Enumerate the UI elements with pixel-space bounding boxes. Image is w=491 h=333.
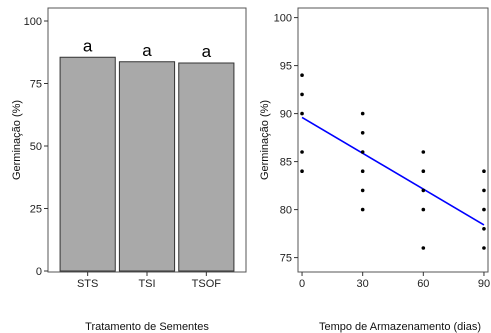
data-point (300, 169, 304, 173)
bar-letter-label: a (142, 41, 152, 60)
scatter-chart-fit-line-group (301, 116, 485, 226)
bar (118, 61, 176, 272)
data-point (300, 73, 304, 77)
y-tick-label: 80 (280, 205, 292, 217)
y-tick-label: 100 (24, 16, 42, 28)
data-point (482, 207, 486, 212)
x-tick-label: TSOF (192, 278, 222, 290)
y-tick-label: 25 (30, 204, 42, 216)
x-tick-label: TSI (138, 278, 155, 290)
y-tick-label: 95 (280, 61, 292, 73)
scatter-chart-points (300, 73, 486, 250)
y-tick-label: 0 (36, 266, 42, 278)
bar-chart-y-axis: 0 25 50 75 100 (24, 16, 48, 278)
data-point (421, 169, 426, 173)
bar-letter-label: a (83, 36, 93, 55)
data-point (421, 246, 426, 250)
bar-chart-x-axis: STS TSI TSOF (77, 272, 221, 290)
y-tick-label: 75 (280, 253, 292, 265)
scatter-chart-x-axis-label: Tempo de Armazenamento (dias) (319, 321, 481, 333)
data-point (482, 169, 486, 173)
bar-letter-label: a (202, 42, 212, 61)
scatter-chart-x-axis: 0 30 60 90 (299, 272, 490, 290)
y-tick-label: 50 (30, 141, 42, 153)
y-tick-label: 100 (274, 13, 292, 25)
data-point (360, 207, 365, 212)
x-tick-label: 30 (357, 278, 369, 290)
data-point (360, 188, 365, 193)
data-point (360, 150, 365, 154)
data-point (482, 227, 486, 231)
x-tick-label: 90 (478, 278, 490, 290)
y-tick-label: 75 (30, 79, 42, 91)
bar-chart-y-axis-label: Germinação (%) (11, 100, 23, 180)
regression-line (301, 116, 485, 226)
data-point (482, 246, 486, 250)
scatter-chart-y-axis-label: Germinação (%) (259, 100, 271, 180)
data-point (360, 131, 365, 135)
bar-chart-x-axis-label: Tratamento de Sementes (85, 321, 209, 333)
data-point (360, 169, 365, 173)
x-tick-label: 0 (299, 278, 305, 290)
bar-chart-panel: 0 25 50 75 100 a a a STS TSI TSOF Tratamento de … (11, 7, 247, 333)
data-point (421, 150, 426, 154)
data-point (421, 207, 426, 212)
bar (59, 56, 116, 272)
scatter-chart-plot-frame (297, 7, 489, 273)
data-point (300, 92, 304, 97)
x-tick-label: STS (77, 278, 98, 290)
scatter-chart-panel: 75 80 85 90 95 100 0 30 60 90 Tempo de Armazenam… (259, 7, 490, 333)
y-tick-label: 85 (280, 157, 292, 169)
data-point (482, 188, 486, 193)
data-point (360, 111, 365, 116)
scatter-chart-y-axis: 75 80 85 90 95 100 (274, 13, 298, 265)
data-point (300, 150, 304, 154)
bar (178, 62, 235, 272)
x-tick-label: 60 (417, 278, 429, 290)
data-point (300, 111, 304, 116)
y-tick-label: 90 (280, 109, 292, 121)
data-point (421, 188, 426, 193)
